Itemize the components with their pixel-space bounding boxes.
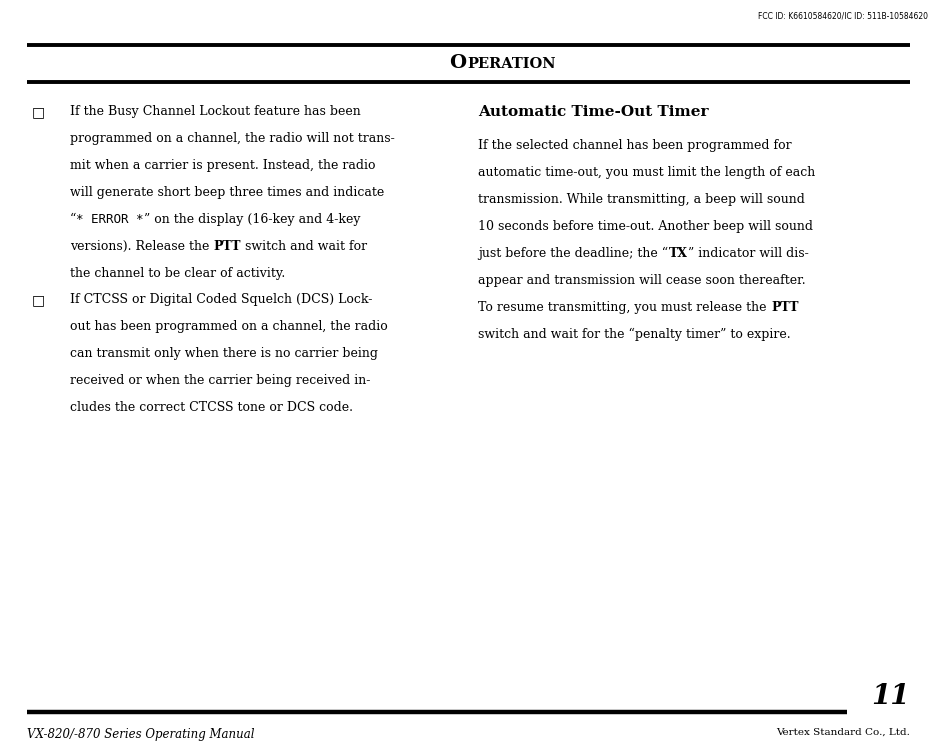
Text: PTT: PTT: [213, 240, 241, 253]
Text: FCC ID: K6610584620/IC ID: 511B-10584620: FCC ID: K6610584620/IC ID: 511B-10584620: [757, 11, 927, 20]
Text: can transmit only when there is no carrier being: can transmit only when there is no carri…: [70, 347, 377, 360]
Text: ” indicator will dis-: ” indicator will dis-: [687, 247, 808, 260]
Text: cludes the correct CTCSS tone or DCS code.: cludes the correct CTCSS tone or DCS cod…: [70, 401, 353, 414]
Text: automatic time-out, you must limit the length of each: automatic time-out, you must limit the l…: [478, 166, 815, 179]
Text: the channel to be clear of activity.: the channel to be clear of activity.: [70, 267, 285, 280]
Text: appear and transmission will cease soon thereafter.: appear and transmission will cease soon …: [478, 274, 805, 286]
Text: “: “: [70, 213, 77, 226]
Text: just before the deadline; the “: just before the deadline; the “: [478, 247, 668, 260]
Text: VX-820/-870 Series Operating Manual: VX-820/-870 Series Operating Manual: [27, 728, 255, 741]
Text: programmed on a channel, the radio will not trans-: programmed on a channel, the radio will …: [70, 132, 394, 145]
Text: If CTCSS or Digital Coded Squelch (DCS) Lock-: If CTCSS or Digital Coded Squelch (DCS) …: [70, 293, 372, 306]
Text: switch and wait for the “penalty timer” to expire.: switch and wait for the “penalty timer” …: [478, 328, 790, 341]
Text: To resume transmitting, you must release the: To resume transmitting, you must release…: [478, 301, 770, 314]
Text: versions). Release the: versions). Release the: [70, 240, 213, 253]
Text: mit when a carrier is present. Instead, the radio: mit when a carrier is present. Instead, …: [70, 159, 375, 172]
Text: out has been programmed on a channel, the radio: out has been programmed on a channel, th…: [70, 320, 388, 333]
Text: transmission. While transmitting, a beep will sound: transmission. While transmitting, a beep…: [478, 193, 805, 206]
Text: ” on the display (16-key and 4-key: ” on the display (16-key and 4-key: [144, 213, 360, 226]
Text: Automatic Time-Out Timer: Automatic Time-Out Timer: [478, 105, 709, 119]
Text: □: □: [32, 105, 45, 119]
Text: switch and wait for: switch and wait for: [241, 240, 367, 253]
Text: PTT: PTT: [770, 301, 797, 314]
Text: * ERROR *: * ERROR *: [77, 213, 144, 226]
Text: If the Busy Channel Lockout feature has been: If the Busy Channel Lockout feature has …: [70, 105, 360, 118]
Text: Vertex Standard Co., Ltd.: Vertex Standard Co., Ltd.: [775, 728, 909, 737]
Text: PERATION: PERATION: [467, 57, 556, 71]
Text: will generate short beep three times and indicate: will generate short beep three times and…: [70, 186, 384, 199]
Text: 10 seconds before time-out. Another beep will sound: 10 seconds before time-out. Another beep…: [478, 219, 812, 233]
Text: If the selected channel has been programmed for: If the selected channel has been program…: [478, 138, 791, 152]
Text: 11: 11: [870, 683, 909, 710]
Text: □: □: [32, 293, 45, 307]
Text: TX: TX: [668, 247, 687, 260]
Text: O: O: [449, 54, 466, 72]
Text: received or when the carrier being received in-: received or when the carrier being recei…: [70, 374, 370, 387]
